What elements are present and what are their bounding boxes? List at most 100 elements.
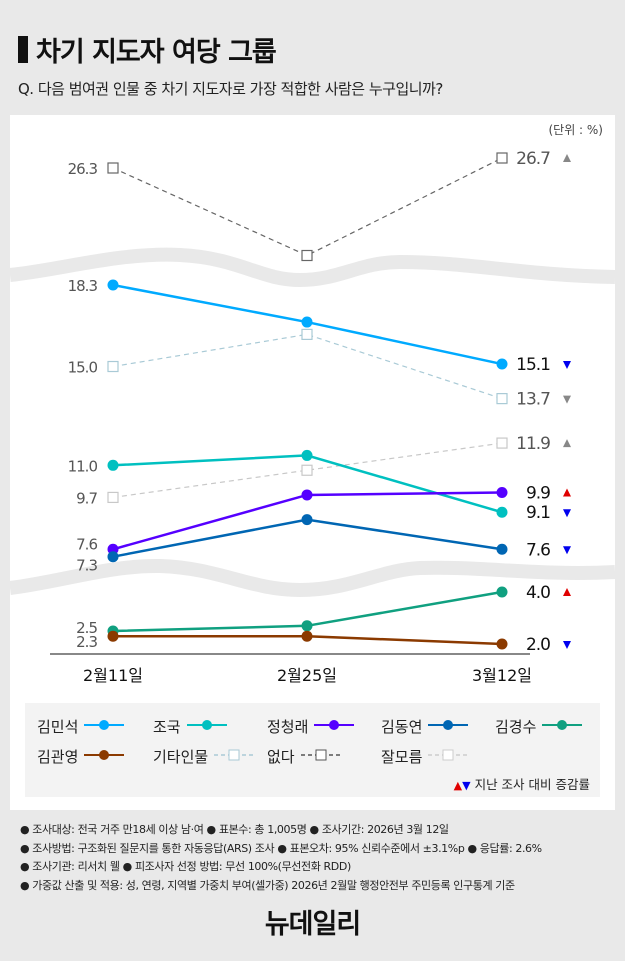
note-line: 조사기관: 리서치 웰 ● 피조사자 선정 방법: 무선 100%(무선전화 R… [20,858,542,877]
data-point-square [107,491,119,504]
data-label-end: 4.0 [526,583,550,603]
data-point [107,279,119,291]
data-label-start: 15.0 [68,359,98,377]
legend-item: 잘모름 [381,746,469,767]
legend-item: 조국 [153,716,227,737]
legend-line-circle-icon [422,718,469,736]
data-point-square [301,249,313,262]
legend-line-circle-icon [536,718,583,736]
data-label-end: 26.7 [516,149,550,169]
data-point [496,358,508,370]
up-triangle-icon [563,154,571,162]
data-label-end: 15.1 [516,355,550,375]
data-label-start: 9.7 [76,489,97,507]
data-point [496,638,508,650]
data-point [496,586,508,598]
change-note: ▲▼ 지난 조사 대비 증감률 [454,774,590,793]
data-point [301,630,313,642]
legend-line-circle-icon [78,748,125,766]
legend-label: 조국 [153,718,181,736]
data-label-end: 7.6 [526,540,550,560]
note-line: 가중값 산출 및 적용: 성, 연령, 지역별 가중치 부여(셀가중) 2026… [20,877,542,896]
down-triangle-icon [563,361,571,370]
legend-item: 기타인물 [153,746,255,767]
legend-item: 김동연 [381,716,469,737]
data-label-end: 9.9 [526,483,550,503]
legend-line-circle-icon [181,718,227,736]
legend-item: 없다 [267,746,341,767]
data-point [107,459,119,471]
data-point [107,630,119,642]
x-tick-label: 2월25일 [277,666,337,685]
data-label-start: 7.6 [76,535,97,553]
data-point-square [107,360,119,373]
down-triangle-icon [563,395,571,404]
legend-label: 정청래 [267,718,309,736]
legend-item: 김경수 [495,716,583,737]
title-text: 차기 지도자 여당 그룹 [36,37,277,68]
legend-line-square-icon [422,748,469,766]
newdaily-logo: 뉴데일리 [264,909,361,940]
data-point [496,506,508,518]
up-triangle-icon [563,588,571,596]
legend-line-square-icon [208,748,255,766]
data-label-start: 18.3 [68,277,98,295]
legend-item: 김관영 [37,746,125,767]
series-line [112,454,503,514]
data-label-start: 11.0 [68,457,98,475]
data-point-square [496,152,508,164]
legend-line-circle-icon [78,718,125,736]
data-label-start: 26.3 [68,160,98,178]
data-label-end: 11.9 [516,434,550,454]
data-point [301,449,313,461]
data-point [496,543,508,555]
data-point [301,316,313,328]
series-line [112,157,503,257]
legend-label: 김동연 [381,718,423,736]
note-line: 조사대상: 전국 거주 만18세 이상 남·여 ● 표본수: 총 1,005명 … [20,821,542,840]
up-triangle-icon [563,439,571,448]
data-point-square [496,393,508,405]
title-bar [18,36,28,63]
axis-break [9,247,616,288]
survey-notes: 조사대상: 전국 거주 만18세 이상 남·여 ● 표본수: 총 1,005명 … [20,821,542,895]
series-line [112,333,503,400]
data-point-square [496,437,508,449]
legend-line-circle-icon [308,718,355,736]
data-label-start: 2.5 [76,619,97,637]
data-point [301,489,313,501]
data-label-end: 13.7 [516,390,550,410]
legend-label: 김경수 [495,718,537,736]
legend-item: 김민석 [37,716,125,737]
legend-line-square-icon [295,748,341,766]
down-triangle-icon [563,641,571,649]
x-tick-label: 3월12일 [472,666,532,685]
data-point-square [301,328,313,340]
legend-label: 김관영 [37,748,79,766]
data-point [496,486,508,498]
up-triangle-icon: ▲ [453,779,463,792]
unit-label: (단위 : %) [548,123,603,137]
page-title: 차기 지도자 여당 그룹 [18,30,277,69]
down-triangle-icon [563,546,571,555]
x-tick-label: 2월11일 [83,666,143,685]
series-line [112,518,503,558]
axis-break [9,558,616,598]
note-line: 조사방법: 구조화된 질문지를 통한 자동응답(ARS) 조사 ● 표본오차: … [20,840,542,859]
data-point-square [301,464,313,476]
data-label-end: 9.1 [526,503,550,523]
legend-label: 기타인물 [153,748,209,766]
legend-label: 김민석 [37,718,79,736]
survey-question: Q. 다음 범여권 인물 중 차기 지도자로 가장 적합한 사람은 누구입니까? [18,80,443,98]
data-label-start: 2.3 [76,633,97,651]
data-point [301,514,313,526]
data-label-end: 2.0 [526,635,550,655]
legend-label: 없다 [267,748,295,766]
series-line [112,442,503,499]
data-point [107,551,119,563]
legend-item: 정청래 [267,716,355,737]
down-triangle-icon: ▼ [462,779,471,792]
up-triangle-icon [563,488,571,497]
